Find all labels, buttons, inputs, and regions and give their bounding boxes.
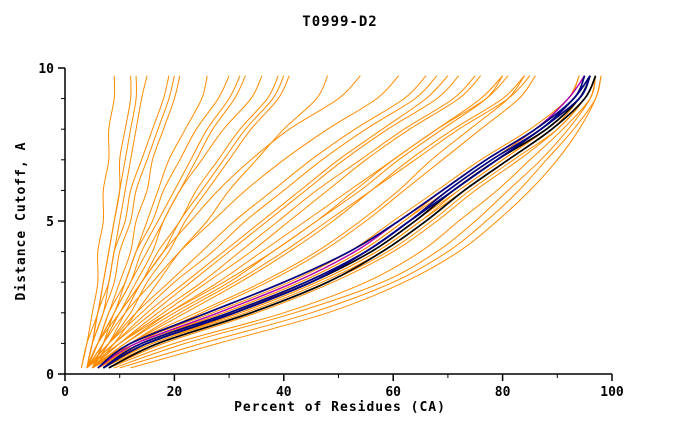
x-tick-label: 100 (600, 385, 624, 400)
orange-curve (119, 75, 602, 369)
chart-title: T0999-D2 (302, 14, 378, 30)
orange-curve (92, 75, 586, 369)
orange-curve (92, 75, 586, 369)
orange-curve (97, 75, 580, 369)
orange-curve (91, 75, 476, 369)
orange-curve (130, 75, 602, 369)
orange-curve (91, 75, 329, 369)
x-tick-label: 0 (61, 385, 69, 400)
orange-curve (108, 75, 597, 369)
orange-curve (80, 75, 137, 369)
orange-curve (97, 75, 531, 369)
orange-curve (86, 75, 427, 369)
orange-curve (86, 75, 263, 369)
orange-curve (92, 75, 525, 369)
y-tick-label: 5 (46, 215, 54, 230)
orange-curve (91, 75, 290, 369)
orange-curve (91, 75, 285, 369)
navy-curve (97, 75, 586, 369)
orange-curve (91, 75, 241, 369)
x-tick-label: 20 (167, 385, 183, 400)
orange-curve (92, 75, 509, 369)
x-axis-label: Percent of Residues (CA) (234, 400, 446, 415)
orange-curve (92, 75, 503, 369)
orange-curve (92, 75, 586, 369)
orange-curve (92, 75, 580, 369)
orange-curve (86, 75, 175, 369)
orange-curve (114, 75, 597, 369)
orange-curve (108, 75, 597, 369)
orange-curve (91, 75, 482, 369)
x-tick-label: 60 (385, 385, 401, 400)
orange-curve (86, 75, 400, 369)
orange-curve (86, 75, 504, 369)
orange-curve (92, 75, 525, 369)
orange-curve (86, 75, 449, 369)
black-curve (108, 75, 597, 369)
y-tick-label: 10 (38, 62, 54, 77)
x-tick-label: 40 (276, 385, 292, 400)
orange-curve (80, 75, 116, 369)
orange-curve (86, 75, 230, 369)
y-tick-label: 0 (46, 368, 54, 383)
orange-curve (86, 75, 361, 369)
orange-curve (86, 75, 460, 369)
orange-curve (86, 75, 170, 369)
orange-curve (86, 75, 438, 369)
x-tick-label: 80 (495, 385, 511, 400)
curves-layer (80, 75, 602, 369)
navy-curve (102, 75, 591, 369)
